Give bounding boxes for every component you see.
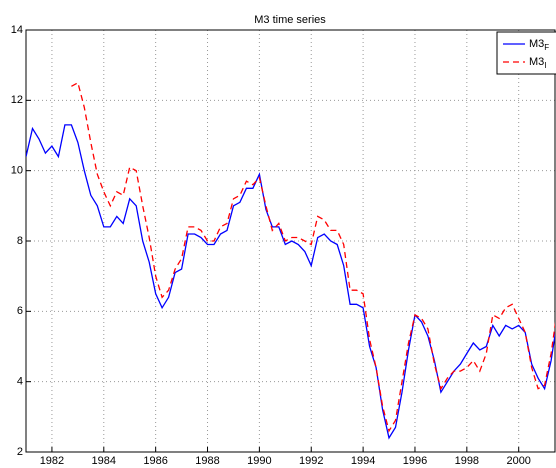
x-tick-label: 1990 [247, 455, 271, 467]
x-tick-label: 1994 [351, 455, 375, 467]
legend-label-main: M3 [529, 56, 544, 68]
y-tick-label: 12 [11, 94, 23, 106]
x-tick-label: 2000 [506, 455, 530, 467]
x-tick-label: 1982 [40, 455, 64, 467]
legend-box [496, 31, 556, 75]
y-tick-label: 2 [17, 446, 23, 458]
x-tick-label: 1998 [455, 455, 479, 467]
y-tick-label: 4 [17, 376, 23, 388]
y-tick-label: 10 [11, 165, 23, 177]
y-tick-label: 6 [17, 305, 23, 317]
axes-box [25, 29, 556, 453]
series-line [71, 81, 555, 433]
legend-label: M3I [529, 56, 547, 70]
y-tick-label: 8 [17, 235, 23, 247]
plot-area [26, 81, 555, 440]
x-tick-label: 1996 [403, 455, 427, 467]
x-tick-label: 1992 [299, 455, 323, 467]
y-tick-label: 14 [11, 24, 23, 36]
legend-label-sub: F [544, 43, 549, 52]
x-tick-label: 1988 [195, 455, 219, 467]
x-tick-label: 1986 [143, 455, 167, 467]
legend-label-main: M3 [529, 38, 544, 50]
legend-label: M3F [529, 38, 549, 52]
x-tick-label: 1984 [92, 455, 116, 467]
chart-title: M3 time series [254, 14, 326, 26]
legend-label-sub: I [544, 61, 546, 70]
series-line [26, 124, 555, 440]
